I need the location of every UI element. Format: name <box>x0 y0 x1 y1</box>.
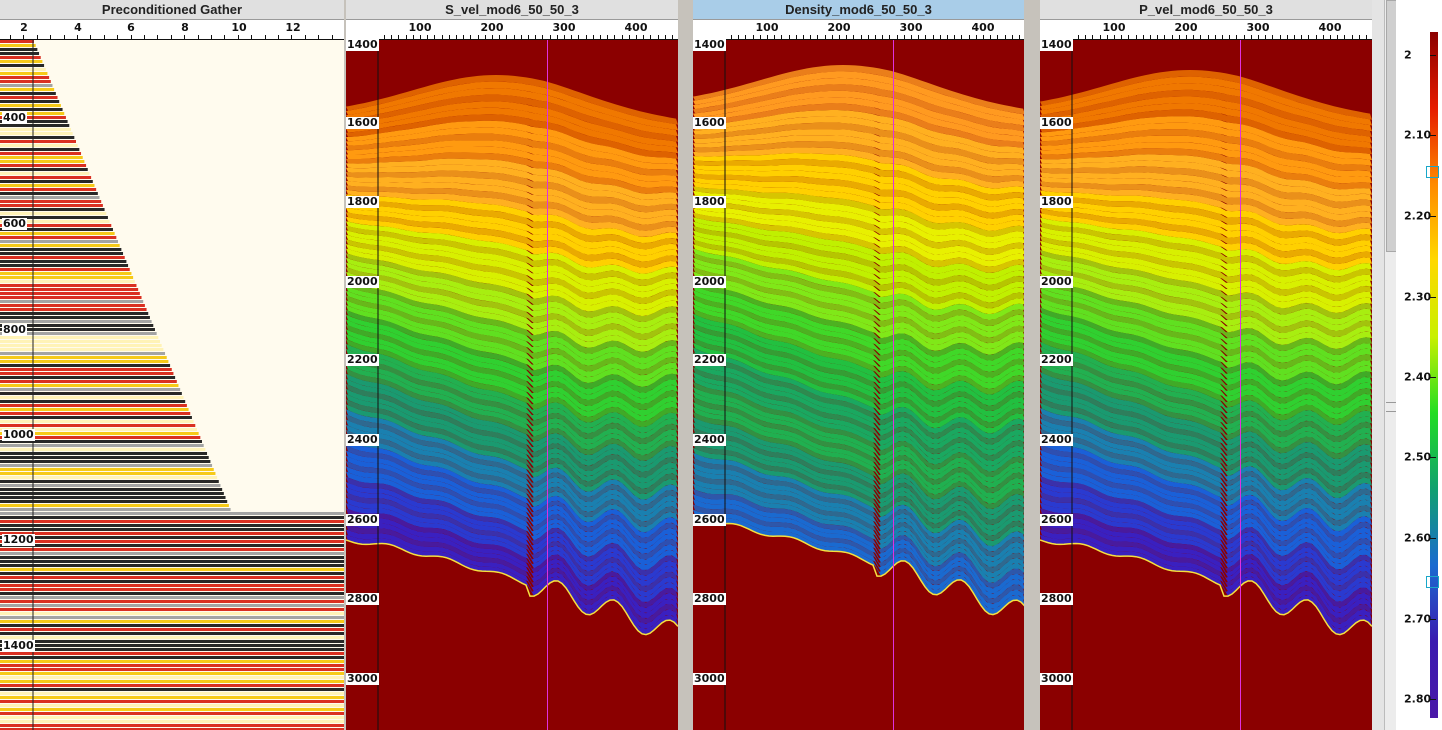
gather-plot[interactable] <box>0 40 344 730</box>
colorbar-label: 2.20 <box>1404 209 1432 223</box>
x-tick-label: 300 <box>899 21 923 34</box>
s-vel-section[interactable] <box>346 40 678 730</box>
x-tick-label: 200 <box>827 21 851 34</box>
panel-title: P_vel_mod6_50_50_3 <box>1040 0 1372 20</box>
resize-grip[interactable] <box>1386 402 1396 412</box>
x-tick-label: 300 <box>552 21 576 34</box>
section-image <box>693 40 1024 730</box>
y-tick-label: 400 <box>2 111 27 124</box>
section-image <box>346 40 678 730</box>
y-tick-label: 3000 <box>693 672 726 685</box>
y-tick-label: 2800 <box>693 592 726 605</box>
colorbar-label: 2.70 <box>1404 612 1432 626</box>
colorbar-label: 2.30 <box>1404 290 1432 304</box>
y-tick-label: 2400 <box>1040 433 1073 446</box>
y-tick-label: 1400 <box>346 38 379 51</box>
y-tick-label: 2200 <box>1040 353 1073 366</box>
y-tick-label: 2600 <box>1040 513 1073 526</box>
s-vel-panel[interactable]: S_vel_mod6_50_50_3 100 200 300 400 1400 1600… <box>346 0 678 730</box>
y-tick-label: 1800 <box>693 195 726 208</box>
x-tick-label: 12 <box>285 21 301 34</box>
colorbar-gradient <box>1430 32 1438 718</box>
y-tick-label: 800 <box>2 323 27 336</box>
range-min-handle[interactable] <box>1426 576 1439 588</box>
x-tick-label: 200 <box>1174 21 1198 34</box>
gather-traces <box>0 40 344 730</box>
x-tick-label: 6 <box>127 21 135 34</box>
x-tick-label: 8 <box>181 21 189 34</box>
y-tick-label: 1000 <box>2 428 35 441</box>
x-tick-label: 4 <box>74 21 82 34</box>
offset-axis: 2 4 6 8 10 12 <box>0 20 344 40</box>
colorbar: 2 2.10 2.20 2.30 2.40 2.50 2.60 2.70 2.80 <box>1396 0 1442 730</box>
x-tick-label: 100 <box>1102 21 1126 34</box>
x-tick-label: 100 <box>755 21 779 34</box>
y-tick-label: 1800 <box>346 195 379 208</box>
x-tick-label: 2 <box>20 21 28 34</box>
trace-cursor-line[interactable] <box>547 40 548 730</box>
y-tick-label: 2600 <box>346 513 379 526</box>
panel-title: Density_mod6_50_50_3 <box>693 0 1024 20</box>
y-tick-label: 1200 <box>2 533 35 546</box>
x-tick-label: 100 <box>408 21 432 34</box>
y-tick-label: 1400 <box>693 38 726 51</box>
p-vel-panel[interactable]: P_vel_mod6_50_50_3 100 200 300 400 1400 1600… <box>1040 0 1372 730</box>
y-tick-label: 1600 <box>1040 116 1073 129</box>
y-tick-label: 3000 <box>1040 672 1073 685</box>
y-tick-label: 2200 <box>346 353 379 366</box>
trace-cursor-line[interactable] <box>1240 40 1241 730</box>
colorbar-label: 2.80 <box>1404 692 1432 706</box>
y-tick-label: 600 <box>2 217 27 230</box>
y-tick-label: 2600 <box>693 513 726 526</box>
y-tick-label: 2200 <box>693 353 726 366</box>
y-tick-label: 1400 <box>1040 38 1073 51</box>
density-section[interactable] <box>693 40 1024 730</box>
colorbar-label: 2.10 <box>1404 128 1432 142</box>
panel-title: Preconditioned Gather <box>0 0 344 20</box>
colorbar-label: 2 <box>1404 48 1412 62</box>
y-tick-label: 1600 <box>346 116 379 129</box>
y-tick-label: 1600 <box>693 116 726 129</box>
y-tick-label: 2000 <box>346 275 379 288</box>
y-tick-label: 2000 <box>693 275 726 288</box>
p-vel-section[interactable] <box>1040 40 1372 730</box>
y-tick-label: 2800 <box>346 592 379 605</box>
y-tick-label: 2000 <box>1040 275 1073 288</box>
x-tick-label: 300 <box>1246 21 1270 34</box>
section-image <box>1040 40 1372 730</box>
y-tick-label: 2400 <box>693 433 726 446</box>
x-tick-label: 200 <box>480 21 504 34</box>
trace-cursor-line[interactable] <box>893 40 894 730</box>
y-tick-label: 2400 <box>346 433 379 446</box>
trace-axis: 100 200 300 400 <box>693 20 1024 40</box>
x-tick-label: 400 <box>624 21 648 34</box>
density-panel[interactable]: Density_mod6_50_50_3 100 200 300 400 1400 16… <box>693 0 1024 730</box>
range-max-handle[interactable] <box>1426 166 1439 178</box>
colorbar-label: 2.40 <box>1404 370 1432 384</box>
colorbar-label: 2.50 <box>1404 450 1432 464</box>
trace-axis: 100 200 300 400 <box>346 20 678 40</box>
y-tick-label: 1400 <box>2 639 35 652</box>
y-tick-label: 2800 <box>1040 592 1073 605</box>
x-tick-label: 400 <box>1318 21 1342 34</box>
colorbar-label: 2.60 <box>1404 531 1432 545</box>
gather-panel[interactable]: Preconditioned Gather 2 4 6 8 10 12 400 600 800… <box>0 0 344 730</box>
y-tick-label: 1800 <box>1040 195 1073 208</box>
x-tick-label: 10 <box>231 21 247 34</box>
trace-axis: 100 200 300 400 <box>1040 20 1372 40</box>
x-tick-label: 400 <box>971 21 995 34</box>
y-tick-label: 3000 <box>346 672 379 685</box>
panel-title: S_vel_mod6_50_50_3 <box>346 0 678 20</box>
